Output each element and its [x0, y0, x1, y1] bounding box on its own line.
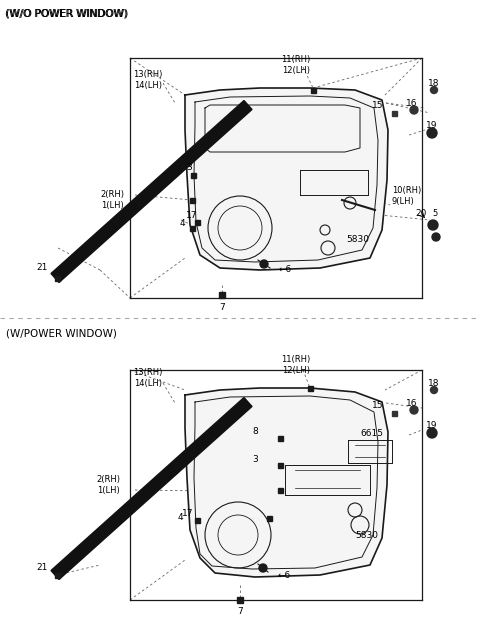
Circle shape [428, 220, 438, 230]
Bar [266, 516, 272, 521]
Text: 17: 17 [185, 211, 197, 220]
Text: 17: 17 [181, 508, 193, 518]
Bar [194, 518, 200, 523]
Text: 10(RH)
9(LH): 10(RH) 9(LH) [392, 186, 421, 206]
Bar [311, 87, 315, 92]
Text: 5830: 5830 [355, 530, 378, 540]
Bar [237, 597, 243, 603]
Polygon shape [185, 88, 388, 270]
Bar [191, 172, 195, 177]
Text: 15: 15 [372, 101, 383, 109]
Bar [392, 111, 396, 116]
Text: 3: 3 [186, 164, 192, 172]
Polygon shape [51, 398, 252, 579]
Text: 7: 7 [219, 303, 225, 311]
Text: 20: 20 [415, 208, 426, 218]
Bar [392, 411, 396, 416]
Text: ←6: ←6 [278, 571, 291, 579]
Text: 19: 19 [426, 421, 437, 430]
Circle shape [410, 106, 418, 114]
Text: 5: 5 [432, 208, 437, 218]
Text: 2(RH)
1(LH): 2(RH) 1(LH) [96, 476, 120, 494]
Polygon shape [185, 388, 388, 577]
Text: 13(RH)
14(LH): 13(RH) 14(LH) [133, 369, 163, 387]
Bar [277, 435, 283, 440]
Text: 7: 7 [237, 608, 243, 616]
Circle shape [432, 233, 440, 241]
Text: 21: 21 [36, 264, 48, 272]
Text: (W/POWER WINDOW): (W/POWER WINDOW) [6, 329, 117, 339]
Text: 21: 21 [36, 564, 48, 572]
Circle shape [259, 564, 267, 572]
Text: 15: 15 [372, 401, 383, 409]
Text: 6615: 6615 [360, 428, 383, 438]
Text: 8: 8 [252, 428, 258, 437]
Bar [308, 386, 312, 391]
Circle shape [427, 428, 437, 438]
Text: 3: 3 [252, 455, 258, 464]
Text: 18: 18 [428, 379, 440, 387]
Text: 11(RH)
12(LH): 11(RH) 12(LH) [281, 55, 311, 75]
Circle shape [431, 386, 437, 394]
Circle shape [260, 260, 268, 268]
Text: (W/O POWER WINDOW): (W/O POWER WINDOW) [5, 9, 127, 19]
Circle shape [427, 128, 437, 138]
Text: 19: 19 [426, 121, 437, 130]
Bar [190, 226, 194, 230]
Text: 2(RH)
1(LH): 2(RH) 1(LH) [100, 191, 124, 209]
Polygon shape [51, 101, 252, 282]
Text: (W/O POWER WINDOW): (W/O POWER WINDOW) [6, 9, 128, 19]
Text: 18: 18 [428, 79, 440, 89]
Text: 4: 4 [178, 513, 183, 523]
Bar [55, 572, 60, 577]
Bar [277, 487, 283, 493]
Circle shape [431, 87, 437, 94]
Bar [194, 220, 200, 225]
Text: 16: 16 [406, 99, 418, 108]
Bar [219, 292, 225, 298]
Circle shape [410, 406, 418, 414]
Text: ←6: ←6 [279, 265, 292, 274]
Text: 16: 16 [406, 399, 418, 408]
Text: 5830: 5830 [346, 235, 369, 245]
Bar [55, 276, 60, 281]
Text: 4: 4 [180, 218, 185, 228]
Text: 13(RH)
14(LH): 13(RH) 14(LH) [133, 70, 163, 90]
Text: 11(RH)
12(LH): 11(RH) 12(LH) [281, 355, 311, 375]
Bar [190, 198, 194, 203]
Bar [277, 462, 283, 467]
